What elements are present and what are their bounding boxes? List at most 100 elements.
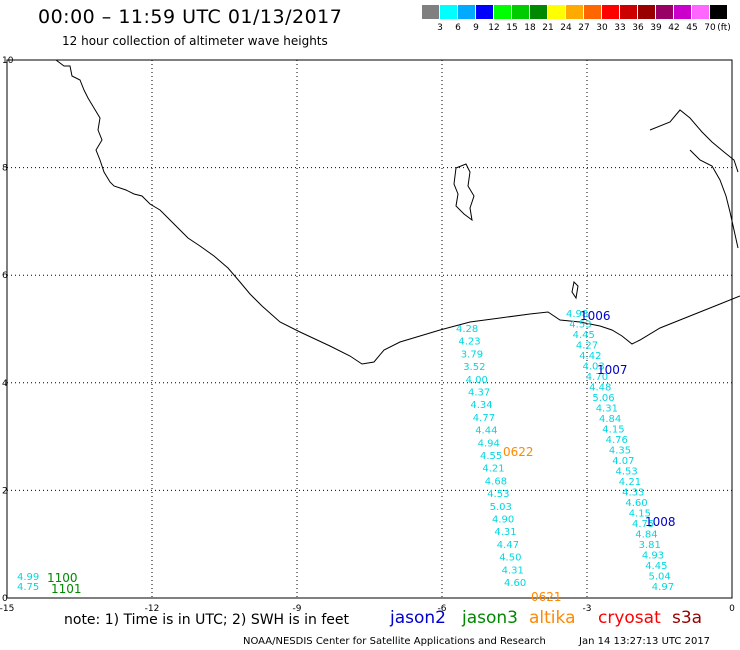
scale-label: 27 xyxy=(578,23,590,33)
pass-id-label: 0621 xyxy=(531,590,562,604)
wave-height-value: 4.75 xyxy=(632,519,654,530)
scale-swatch xyxy=(584,5,601,19)
y-tick-label: 2 xyxy=(2,486,8,496)
wave-height-value: 4.31 xyxy=(502,565,524,576)
wave-height-value: 4.90 xyxy=(492,515,514,526)
map-frame xyxy=(6,59,733,599)
axis-tick-labels: -15 -12 -9 -6 -3 0 10 8 6 4 2 0 xyxy=(0,56,735,614)
scale-swatch xyxy=(440,5,457,19)
wave-height-value: 4.70 xyxy=(586,372,608,383)
x-tick-label: 0 xyxy=(729,604,735,614)
scale-swatch xyxy=(638,5,655,19)
wave-height-value: 4.15 xyxy=(602,425,624,436)
scale-swatch xyxy=(422,5,439,19)
coastline-island xyxy=(453,163,475,222)
footer-note: note: 1) Time is in UTC; 2) SWH is in fe… xyxy=(64,612,350,628)
scale-swatch xyxy=(710,5,727,19)
coastline xyxy=(55,59,740,365)
wave-height-value: 4.77 xyxy=(473,413,495,424)
scale-swatch xyxy=(566,5,583,19)
credit-line: NOAA/NESDIS Center for Satellite Applica… xyxy=(243,636,546,647)
scale-label: 18 xyxy=(524,23,536,33)
wave-height-value: 4.42 xyxy=(579,351,601,362)
scale-swatch xyxy=(656,5,673,19)
generated-timestamp: Jan 14 13:27:13 UTC 2017 xyxy=(579,636,711,647)
wave-height-value: 4.97 xyxy=(652,582,674,593)
wave-height-value: 4.28 xyxy=(456,324,478,335)
wave-height-value: 4.27 xyxy=(576,341,598,352)
wave-height-value: 4.53 xyxy=(569,320,591,331)
wave-height-value: 4.60 xyxy=(625,498,647,509)
wave-height-value: 4.75 xyxy=(17,582,39,593)
scale-swatch xyxy=(530,5,547,19)
scale-swatch xyxy=(512,5,529,19)
legend-jason3: jason3 xyxy=(462,608,518,628)
wave-height-value: 4.94 xyxy=(478,438,500,449)
wave-height-value: 4.93 xyxy=(642,551,664,562)
coastline-islet xyxy=(571,280,579,300)
scale-label: 42 xyxy=(668,23,680,33)
page-title: 00:00 – 11:59 UTC 01/13/2017 xyxy=(38,6,343,28)
wave-height-value: 4.99 xyxy=(17,572,39,583)
wave-height-value: 4.84 xyxy=(599,414,621,425)
wave-height-value: 4.76 xyxy=(606,435,628,446)
wave-height-value: 4.15 xyxy=(629,509,651,520)
coastline-main xyxy=(55,59,740,365)
scale-label: 33 xyxy=(614,23,626,33)
grid-lines xyxy=(6,59,733,599)
scale-label: 9 xyxy=(473,23,479,33)
wave-height-value: 4.35 xyxy=(609,446,631,457)
y-tick-label: 10 xyxy=(2,56,14,66)
wave-height-value: 3.52 xyxy=(463,362,485,373)
scale-label: 21 xyxy=(542,23,554,33)
wave-height-value: 5.04 xyxy=(649,572,671,583)
wave-height-value: 4.00 xyxy=(466,375,488,386)
scale-label: 3 xyxy=(437,23,443,33)
wave-height-value: 5.03 xyxy=(490,502,512,513)
x-tick-label: -6 xyxy=(438,604,447,614)
wave-height-value: 4.50 xyxy=(499,553,521,564)
scale-unit: (ft) xyxy=(717,23,731,33)
wave-height-value: 4.31 xyxy=(494,527,516,538)
wave-height-value: 4.07 xyxy=(612,456,634,467)
x-tick-label: -3 xyxy=(583,604,592,614)
wave-height-value: 4.31 xyxy=(596,404,618,415)
wave-height-value: 4.68 xyxy=(485,476,507,487)
scale-label: 12 xyxy=(488,23,500,33)
y-tick-label: 0 xyxy=(2,594,8,604)
page-subtitle: 12 hour collection of altimeter wave hei… xyxy=(62,34,328,48)
wave-height-value: 4.48 xyxy=(589,383,611,394)
pass-id-label: 0622 xyxy=(503,445,534,459)
wave-height-value: 4.45 xyxy=(645,561,667,572)
scale-label: 36 xyxy=(632,23,644,33)
wave-height-value: 3.81 xyxy=(639,540,661,551)
scale-label: 70 xyxy=(704,23,716,33)
wave-height-value: 4.84 xyxy=(635,530,657,541)
scale-label: 15 xyxy=(506,23,518,33)
y-tick-label: 4 xyxy=(2,379,8,389)
wave-height-value: 4.55 xyxy=(480,451,502,462)
wave-height-value: 4.37 xyxy=(468,388,490,399)
pass-id-label: 1100 xyxy=(47,571,78,585)
scale-swatch xyxy=(692,5,709,19)
color-scale-legend: 3 6 9 12 15 18 21 24 27 30 33 36 39 42 45 70 (ft) xyxy=(422,5,731,35)
altimeter-tracks: 4.28 4.233.79 3.52 4.00 4.374.34 4.77 4.444.94… xyxy=(17,309,674,593)
scale-label: 6 xyxy=(455,23,461,33)
wave-height-value: 4.60 xyxy=(504,578,526,589)
wave-height-value: 3.79 xyxy=(461,349,483,360)
scale-label: 24 xyxy=(560,23,572,33)
wave-height-value: 4.45 xyxy=(573,330,595,341)
scale-swatch xyxy=(476,5,493,19)
scale-swatch xyxy=(620,5,637,19)
scale-swatch xyxy=(494,5,511,19)
legend-jason2: jason2 xyxy=(390,608,446,628)
x-tick-label: -12 xyxy=(145,604,160,614)
scale-swatch xyxy=(602,5,619,19)
wave-height-value: 4.47 xyxy=(497,540,519,551)
scale-label: 39 xyxy=(650,23,662,33)
scale-swatch xyxy=(674,5,691,19)
pass-id-label: 1101 xyxy=(51,582,82,596)
scale-label: 30 xyxy=(596,23,608,33)
